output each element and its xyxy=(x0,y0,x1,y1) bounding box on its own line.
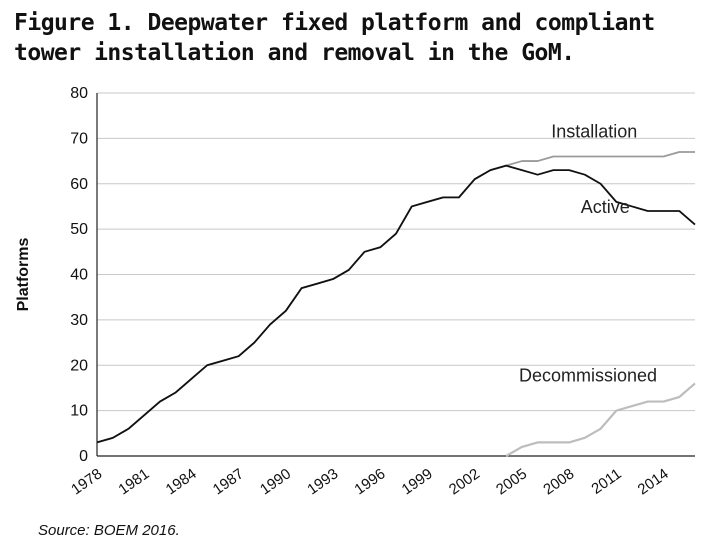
series-line-installation xyxy=(96,151,695,444)
series-line-active xyxy=(96,164,696,444)
series-label-active: Active xyxy=(581,197,630,217)
y-tick-label-80: 80 xyxy=(70,85,88,102)
y-tick-label-0: 0 xyxy=(79,448,88,465)
y-tick-label-40: 40 xyxy=(70,267,88,284)
series-lines xyxy=(96,151,696,457)
x-tick-label-2002: 2002 xyxy=(446,465,483,498)
figure-title-line1: Figure 1. Deepwater fixed platform and c… xyxy=(14,10,655,36)
y-tick-label-50: 50 xyxy=(70,221,88,238)
x-tick-label-1990: 1990 xyxy=(257,465,294,498)
x-tick-label-2005: 2005 xyxy=(493,465,530,498)
y-axis-title: Platforms xyxy=(15,238,32,312)
y-tick-label-20: 20 xyxy=(70,357,88,374)
x-tick-label-2011: 2011 xyxy=(588,465,624,497)
x-tick-label-2014: 2014 xyxy=(635,465,672,498)
series-line-decommissioned xyxy=(505,382,696,457)
x-tick-label-1984: 1984 xyxy=(163,465,200,498)
x-tick-label-1978: 1978 xyxy=(68,465,105,498)
x-tick-label-1981: 1981 xyxy=(115,465,152,498)
y-tick-label-70: 70 xyxy=(70,130,88,147)
gridlines xyxy=(97,92,695,412)
x-tick-label-1999: 1999 xyxy=(399,465,436,498)
x-tick-label-2008: 2008 xyxy=(540,465,577,498)
source-note: Source: BOEM 2016. xyxy=(38,522,180,539)
y-tick-label-10: 10 xyxy=(70,403,88,420)
series-label-installation: Installation xyxy=(551,121,637,141)
figure-title: Figure 1. Deepwater fixed platform and c… xyxy=(14,8,704,68)
x-tick-label-1996: 1996 xyxy=(351,465,388,498)
series-label-decommissioned: Decommissioned xyxy=(519,366,657,386)
y-tick-label-30: 30 xyxy=(70,312,88,329)
x-tick-label-1993: 1993 xyxy=(304,465,341,498)
y-tick-label-60: 60 xyxy=(70,176,88,193)
x-tick-label-1987: 1987 xyxy=(210,465,247,498)
figure-title-line2: tower installation and removal in the Go… xyxy=(14,40,575,66)
series-labels: Installation Active Decommissioned xyxy=(519,121,657,385)
